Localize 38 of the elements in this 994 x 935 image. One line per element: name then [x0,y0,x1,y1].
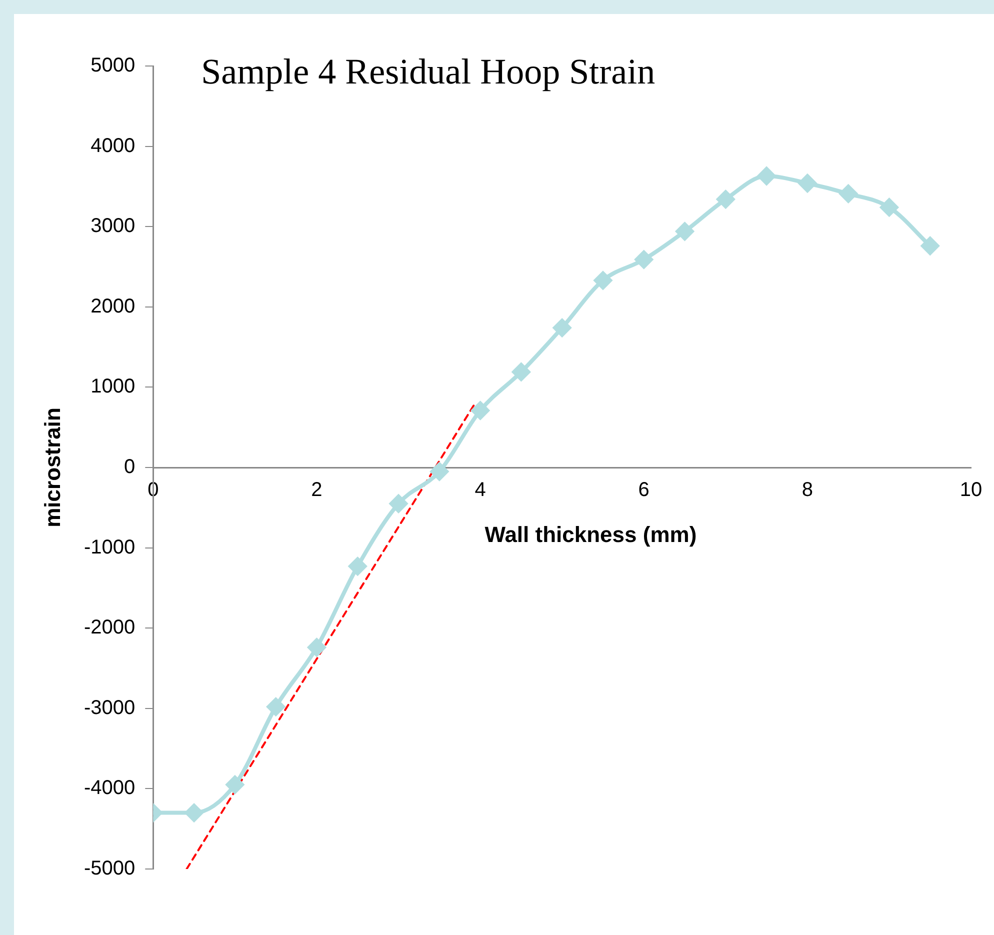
point [839,184,858,203]
y-tick-label: 3000 [90,215,136,238]
x-tick-label: 8 [802,479,813,502]
point [553,318,572,337]
x-tick-label: 4 [474,479,486,502]
point [471,401,490,420]
y-tick-label: -4000 [84,777,136,800]
y-tick-label: 2000 [90,295,136,318]
point [716,190,735,208]
x-tick-label: 10 [960,479,982,502]
point [880,198,898,216]
point [185,804,204,822]
point [226,776,244,794]
point [390,494,408,513]
point [921,236,940,255]
y-tick-label: 1000 [90,376,136,398]
chart-title: Sample 4 Residual Hoop Strain [201,51,656,92]
point [798,174,816,192]
point [348,557,367,576]
x-axis-title: Wall thickness (mm) [484,522,697,547]
point [676,222,694,240]
y-tick-label: -3000 [84,696,136,719]
point [512,362,530,381]
point [758,167,776,186]
y-axis-title: microstrain [40,408,66,528]
y-tick-label: -1000 [84,536,136,558]
y-tick-label: -2000 [84,616,136,639]
point [308,638,326,656]
y-tick-label: 5000 [90,54,136,77]
y-tick-label: -5000 [84,858,136,880]
point [634,250,653,269]
point [594,271,612,290]
x-tick-label: 6 [638,479,650,502]
point [430,462,448,481]
y-tick-label: 4000 [90,134,136,157]
x-tick-label: 2 [311,479,322,502]
point [266,698,285,716]
y-tick-label: 0 [124,456,136,478]
